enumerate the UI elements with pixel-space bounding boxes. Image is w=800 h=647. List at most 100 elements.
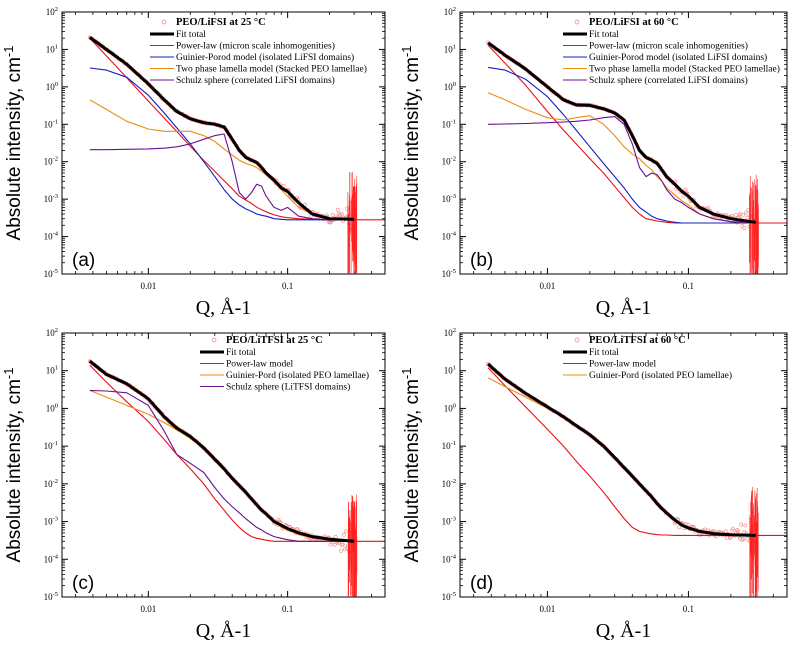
data-point <box>740 537 745 542</box>
legend-data-marker <box>574 19 580 25</box>
legend-entry: Guinier-Pord (isolated PEO lamellae) <box>226 370 369 381</box>
y-tick-exponent: 2 <box>453 327 456 334</box>
y-tick-exponent: 2 <box>55 6 58 13</box>
legend-entry: Two phase lamella model (Stacked PEO lam… <box>176 64 367 75</box>
y-tick-exponent: -1 <box>451 440 456 447</box>
legend-title: PEO/LiTFSI at 25 °C <box>226 335 323 346</box>
legend: PEO/LiTFSI at 25 °C Fit total Power-law mo… <box>200 335 369 393</box>
series-line-fit-total <box>487 362 756 537</box>
data-point <box>739 522 744 527</box>
data-point <box>746 208 751 213</box>
y-tick-exponent: -2 <box>53 156 58 163</box>
data-point <box>328 220 333 225</box>
x-tick-label: 0.01 <box>540 604 556 614</box>
series-line-power-law-model <box>487 367 787 536</box>
y-tick-label: 102 <box>46 6 58 17</box>
y-tick-label: 100 <box>444 402 456 413</box>
y-tick-label: 100 <box>444 81 456 92</box>
y-tick-exponent: 1 <box>55 365 58 372</box>
y-tick-label: 10-3 <box>442 516 456 527</box>
y-tick-label: 10-4 <box>44 231 59 242</box>
y-tick-label: 10-5 <box>442 591 456 602</box>
y-axis-title-exponent: -1 <box>399 46 414 58</box>
data-point <box>742 226 747 231</box>
x-tick-label: 0.1 <box>683 281 694 291</box>
y-tick-label: 10-1 <box>442 440 456 451</box>
data-point <box>734 212 738 217</box>
series-line-schulz-sphere-correlated-lifsi-domains <box>488 116 756 224</box>
y-axis-title: Absolute intensity, cm-1 <box>399 368 423 563</box>
data-point <box>338 548 343 553</box>
y-tick-exponent: -3 <box>451 516 456 523</box>
y-tick-exponent: -3 <box>53 193 58 200</box>
y-tick-label: 10-5 <box>44 591 58 602</box>
legend-entry: Fit total <box>589 348 619 358</box>
data-point <box>345 206 349 211</box>
y-tick-exponent: -1 <box>451 118 456 125</box>
y-tick-label: 10-4 <box>442 553 457 564</box>
data-point <box>743 523 748 528</box>
y-axis-title: Absolute intensity, cm-1 <box>399 46 423 241</box>
x-tick-label: 0.01 <box>140 604 156 614</box>
y-tick-label: 102 <box>444 327 456 338</box>
x-axis-title: Q, Å-1 <box>596 620 652 642</box>
legend-title: PEO/LiFSI at 25 °C <box>176 17 266 28</box>
legend-data-marker <box>574 337 580 343</box>
y-tick-exponent: 2 <box>453 6 456 13</box>
y-tick-label: 10-1 <box>44 118 58 129</box>
y-tick-label: 100 <box>46 402 58 413</box>
y-tick-label: 102 <box>444 6 456 17</box>
y-tick-label: 10-3 <box>44 193 58 204</box>
data-point <box>730 528 734 533</box>
y-tick-exponent: 1 <box>55 43 58 50</box>
y-tick-exponent: -3 <box>451 193 456 200</box>
x-tick-label: 0.1 <box>282 604 293 614</box>
y-tick-exponent: 1 <box>453 43 456 50</box>
legend-entry: Power-law model <box>589 360 656 370</box>
y-axis-title: Absolute intensity, cm-1 <box>1 368 25 563</box>
legend-data-marker <box>161 19 167 25</box>
data-point <box>731 526 735 531</box>
y-tick-label: 10-4 <box>44 553 59 564</box>
data-point <box>343 547 347 552</box>
series-line-fit-total <box>88 36 355 221</box>
data-point <box>686 522 691 527</box>
x-tick-label: 0.01 <box>140 281 156 291</box>
y-tick-label: 10-5 <box>44 268 58 279</box>
data-point <box>281 183 286 188</box>
y-tick-label: 100 <box>46 81 58 92</box>
y-tick-label: 10-2 <box>442 156 456 167</box>
y-tick-exponent: -4 <box>53 553 59 560</box>
panel-label: (a) <box>72 250 95 271</box>
y-tick-exponent: -3 <box>53 516 58 523</box>
y-tick-exponent: -5 <box>53 268 58 275</box>
data-point <box>677 525 682 530</box>
y-tick-exponent: 0 <box>453 402 456 409</box>
y-tick-label: 102 <box>46 327 58 338</box>
y-tick-exponent: 1 <box>453 365 456 372</box>
y-tick-label: 10-2 <box>44 478 58 489</box>
data-point <box>337 213 342 217</box>
data-point <box>741 537 746 541</box>
data-point <box>724 536 729 540</box>
legend-entry: Power-law (micron scale inhomogenities) <box>176 41 335 52</box>
legend: PEO/LiTFSI at 60 °C Fit total Power-law mo… <box>563 335 732 381</box>
y-tick-exponent: -5 <box>53 591 58 598</box>
y-axis-title-exponent: -1 <box>1 368 16 380</box>
series-line-guinier-porod-model-isolated-lifsi-domains <box>89 67 355 221</box>
y-tick-exponent: 0 <box>55 402 58 409</box>
y-tick-exponent: -2 <box>53 478 58 485</box>
panel-label: (d) <box>470 573 493 594</box>
y-tick-exponent: -4 <box>53 231 59 238</box>
legend-entry: Guinier-Pord (isolated PEO lamellae) <box>589 370 732 381</box>
y-tick-label: 10-3 <box>442 193 456 204</box>
y-tick-exponent: -2 <box>451 156 456 163</box>
series-line-power-law-micron-scale-inhomogenities <box>89 37 385 221</box>
y-axis-title-exponent: -1 <box>399 368 414 380</box>
y-tick-label: 10-2 <box>44 156 58 167</box>
